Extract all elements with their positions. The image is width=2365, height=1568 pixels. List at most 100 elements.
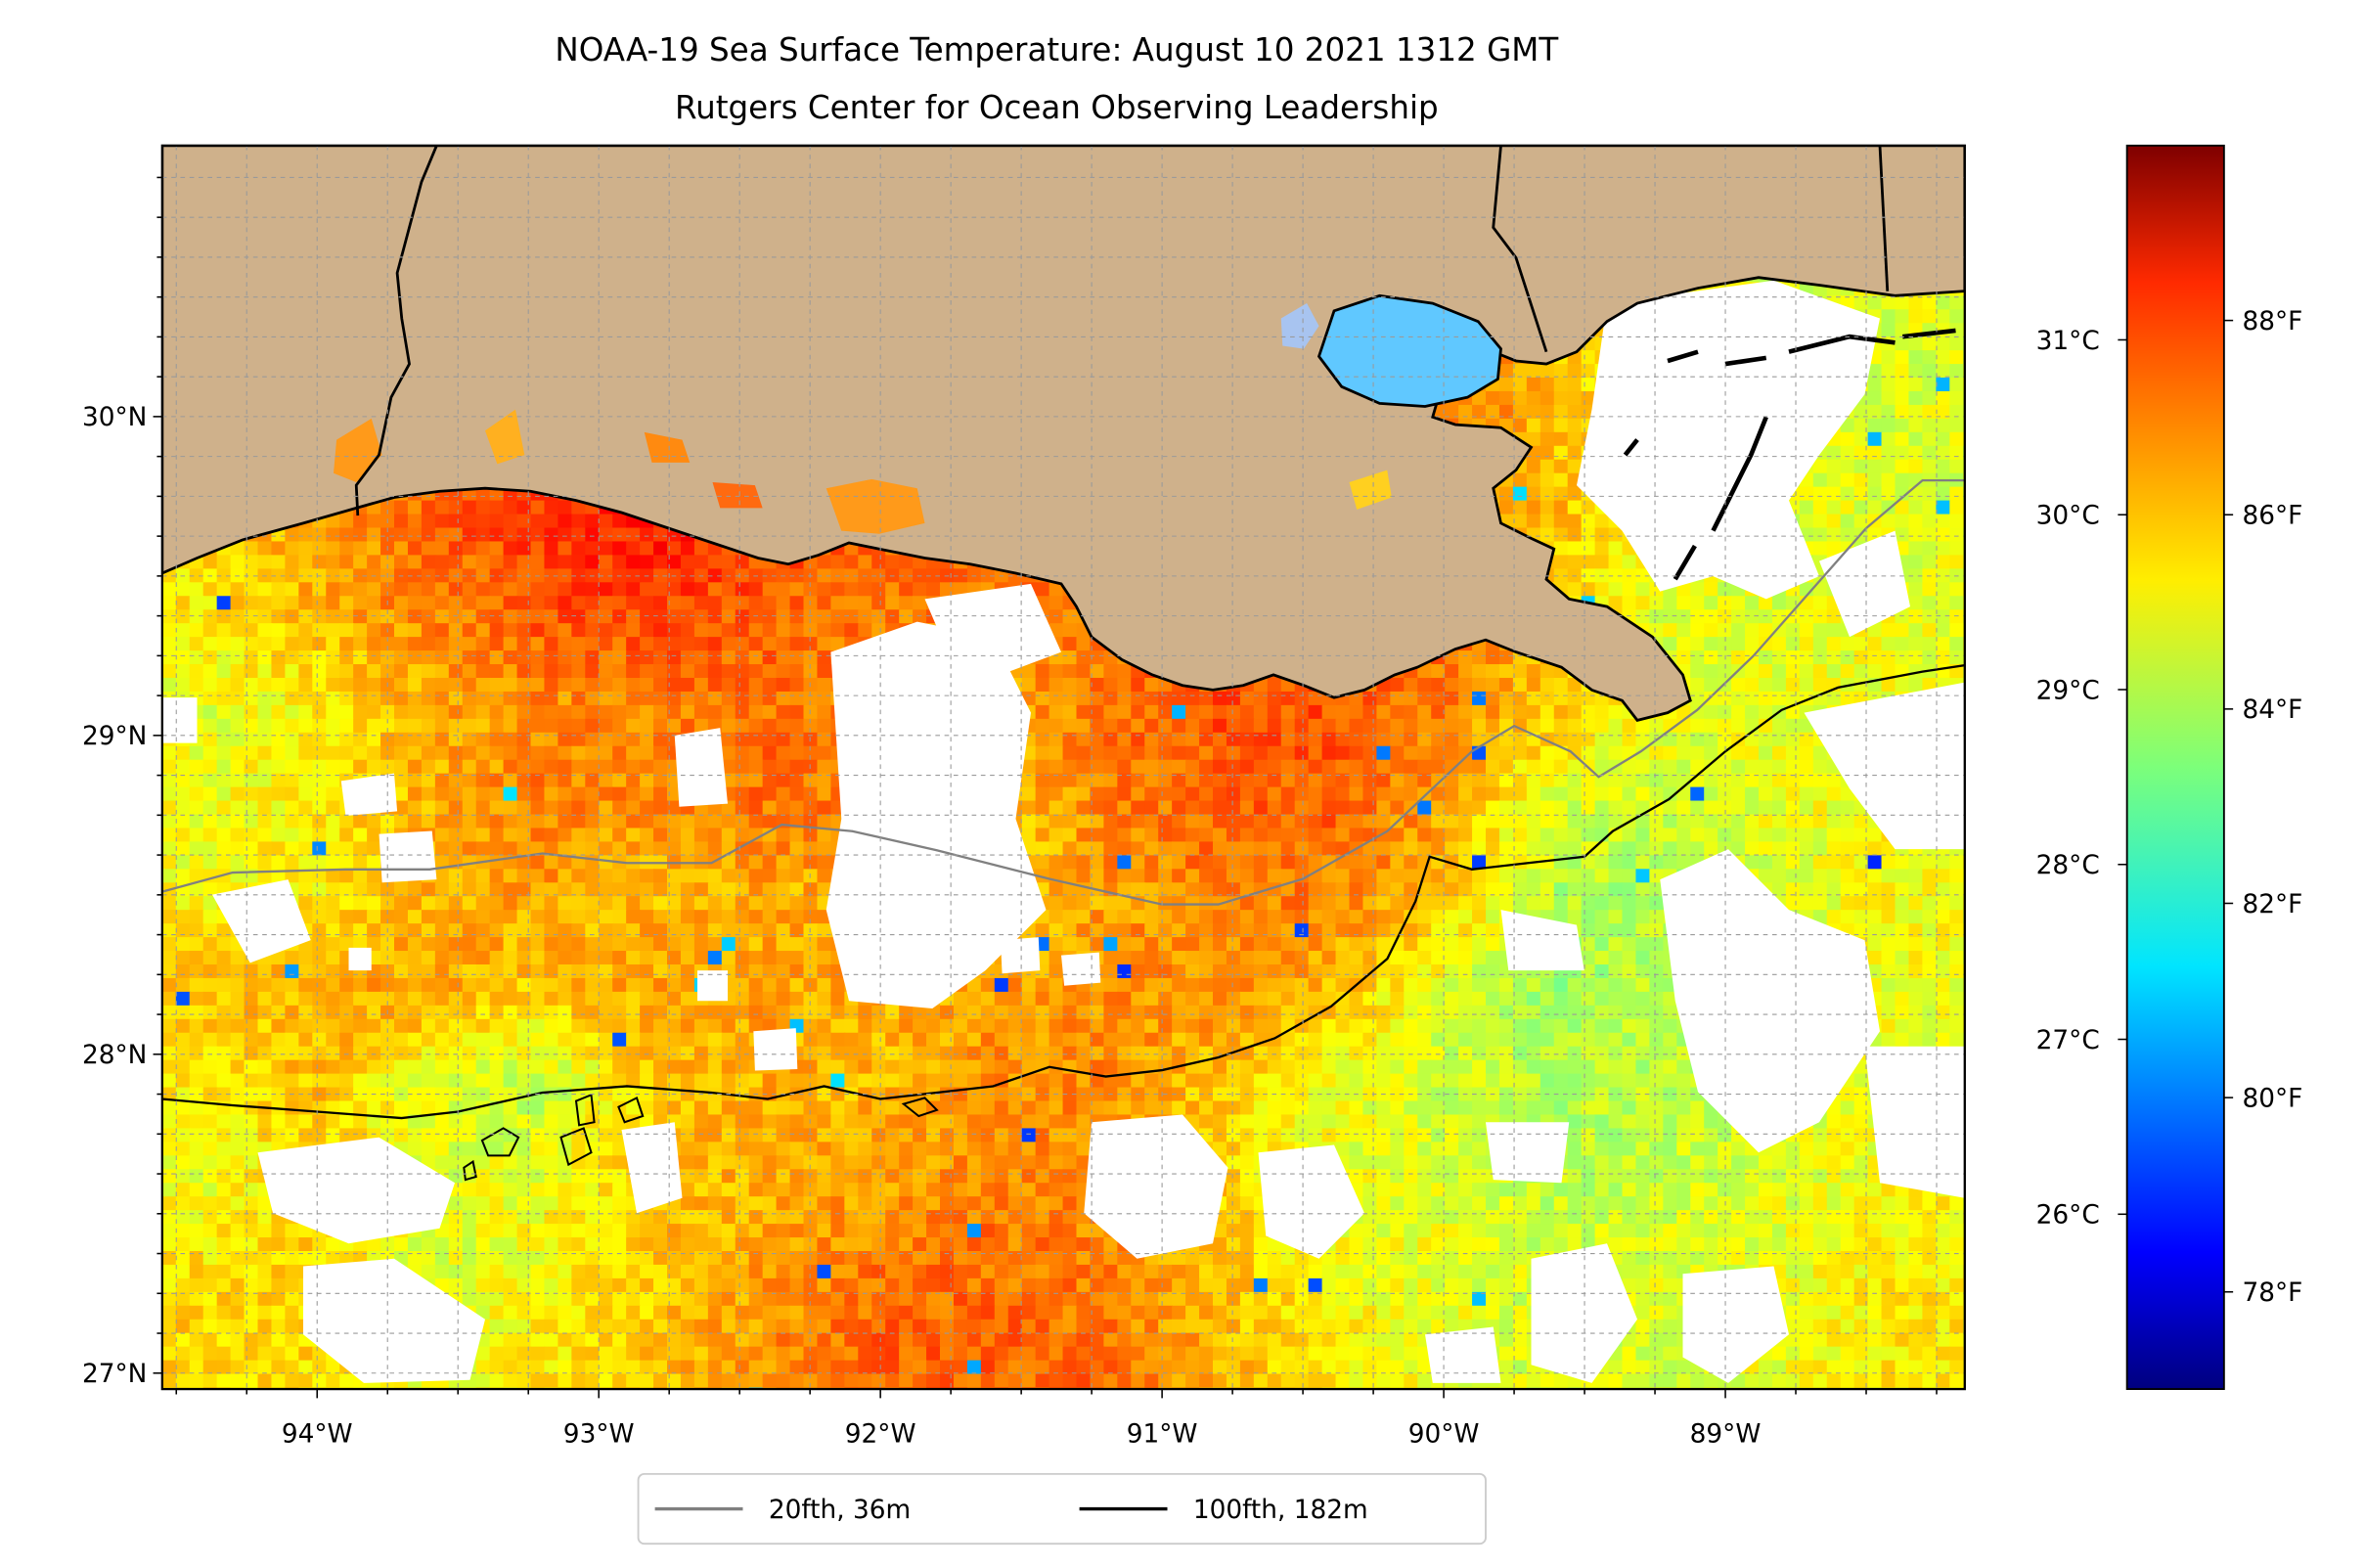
sst-cell [1676, 623, 1692, 639]
sst-cell [599, 637, 614, 652]
sst-cell [1663, 623, 1678, 639]
sst-cell [626, 555, 642, 570]
sst-cell [1608, 541, 1624, 557]
sst-cell [612, 623, 628, 639]
sst-cell [462, 500, 477, 515]
sst-cell [1771, 596, 1787, 611]
sst-cell [1867, 390, 1883, 406]
sst-cell [1608, 596, 1624, 611]
sst-cell [693, 650, 709, 665]
sst-cell [1908, 596, 1924, 611]
sst-cell [1718, 637, 1733, 652]
sst-cell [626, 582, 642, 598]
sst-cell [926, 582, 941, 598]
sst-cell [216, 596, 232, 611]
sst-cell [1553, 390, 1569, 406]
sst-cell [640, 527, 654, 543]
sst-cell [1936, 309, 1951, 325]
sst-cell [653, 596, 668, 611]
sst-cell [407, 568, 423, 584]
sst-cell [216, 568, 232, 584]
sst-cell [1581, 378, 1596, 392]
sst-cell [748, 582, 764, 598]
sst-cell [1799, 582, 1814, 598]
sst-cell [353, 596, 369, 611]
sst-cell [1785, 637, 1801, 652]
sst-cell [1539, 472, 1555, 488]
sst-cell [585, 650, 601, 665]
sst-cell [789, 637, 805, 652]
sst-cell [1895, 404, 1910, 420]
sst-cell [871, 609, 887, 625]
sst-cell [1949, 623, 1965, 639]
sst-cell [1539, 431, 1555, 447]
sst-cell [1908, 637, 1924, 652]
sst-cell [1867, 486, 1883, 502]
sst-cell [1908, 582, 1924, 598]
sst-cell [503, 555, 518, 570]
sst-cell [530, 596, 546, 611]
sst-cell [1895, 637, 1910, 652]
sst-cell [1635, 596, 1651, 611]
sst-cell [1936, 541, 1951, 557]
sst-cell [1908, 390, 1924, 406]
sst-cell [1840, 527, 1855, 543]
sst-cell [1539, 445, 1555, 461]
sst-cell [285, 582, 300, 598]
sst-cell [1567, 514, 1583, 529]
sst-cell [1445, 404, 1460, 420]
sst-cell [298, 582, 314, 598]
sst-cell [434, 514, 450, 529]
sst-cell [571, 500, 587, 515]
sst-cell [558, 596, 573, 611]
sst-cell [1718, 582, 1733, 598]
sst-cell [380, 637, 395, 652]
sst-cell [1922, 350, 1938, 365]
sst-cell [680, 541, 695, 557]
sst-cell [748, 637, 764, 652]
sst-cell [1936, 445, 1951, 461]
sst-cell [202, 609, 218, 625]
sst-cell [326, 637, 341, 652]
sst-cell [1553, 514, 1569, 529]
sst-cell [571, 582, 587, 598]
sst-cell [1649, 609, 1665, 625]
sst-cell [1567, 555, 1583, 570]
sst-cell [1526, 390, 1541, 406]
sst-cell [1539, 378, 1555, 392]
sst-cell [1949, 527, 1965, 543]
sst-cell [585, 582, 601, 598]
sst-cell [530, 527, 546, 543]
sst-cell [803, 637, 819, 652]
sst-cell [693, 541, 709, 557]
sst-cell [762, 596, 778, 611]
sst-cell [1553, 378, 1569, 392]
sst-cell [1062, 650, 1078, 665]
sst-cell [448, 596, 464, 611]
sst-cell [271, 650, 287, 665]
sst-cell [858, 609, 873, 625]
sst-cell [817, 609, 832, 625]
sst-cell [871, 596, 887, 611]
sst-cell [803, 596, 819, 611]
sst-cell [1895, 336, 1910, 352]
sst-cell [1649, 623, 1665, 639]
sst-cell [257, 555, 273, 570]
sst-cell [1799, 623, 1814, 639]
sst-cell [1867, 637, 1883, 652]
sst-cell [626, 609, 642, 625]
sst-cell [1881, 350, 1896, 365]
sst-cell [789, 568, 805, 584]
sst-cell [161, 637, 177, 652]
sst-cell [1881, 378, 1896, 392]
sst-cell [1526, 431, 1541, 447]
sst-cell [913, 609, 927, 625]
sst-cell [789, 623, 805, 639]
sst-cell [1731, 637, 1746, 652]
sst-cell [1840, 500, 1855, 515]
sst-cell [394, 623, 409, 639]
sst-cell [394, 582, 409, 598]
sst-cell [558, 500, 573, 515]
sst-cell [516, 623, 532, 639]
sst-cell [1908, 623, 1924, 639]
